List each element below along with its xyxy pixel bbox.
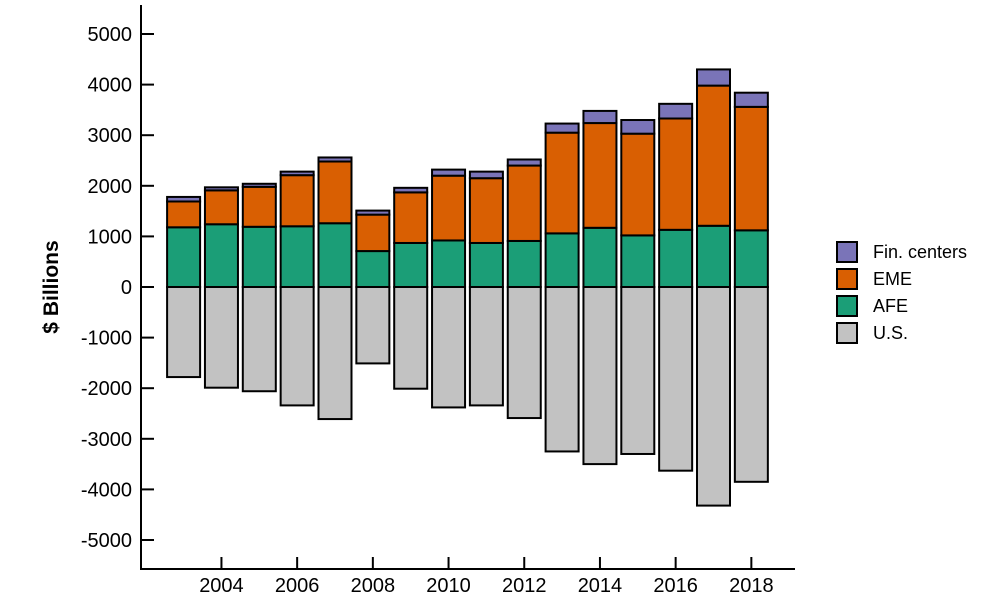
- legend-item: EME: [836, 268, 967, 290]
- bar-segment: [166, 200, 202, 229]
- bar-segment: [544, 131, 580, 235]
- y-tick-label: -2000: [81, 378, 132, 400]
- legend-item: U.S.: [836, 322, 967, 344]
- bar-segment: [166, 226, 202, 289]
- bar-segment: [203, 189, 239, 226]
- bar-segment: [733, 91, 769, 108]
- bar-segment: [317, 286, 353, 421]
- bar-segment: [733, 286, 769, 483]
- bar-segment: [468, 170, 504, 180]
- x-tick-label: 2004: [199, 575, 244, 597]
- bar-segment: [506, 239, 542, 288]
- bar-segment: [696, 286, 731, 507]
- y-tick-label: -3000: [81, 429, 132, 451]
- bar-segment: [733, 229, 769, 289]
- bar-segment: [279, 170, 315, 177]
- bar-segment: [279, 174, 315, 228]
- bar-segment: [468, 241, 504, 288]
- legend-swatch: [836, 241, 858, 263]
- legend-label: AFE: [873, 296, 909, 316]
- bar-segment: [696, 224, 731, 289]
- bar-segment: [658, 117, 694, 231]
- bar-segment: [431, 286, 467, 409]
- bar-segment: [582, 226, 618, 289]
- bar-segment: [620, 234, 656, 288]
- bar-segment: [582, 109, 618, 125]
- bar-segment: [203, 186, 239, 192]
- bar-segment: [166, 286, 202, 379]
- bar-segment: [279, 286, 315, 407]
- bar-segment: [203, 223, 239, 288]
- bar-segment: [203, 286, 239, 389]
- bar-segment: [620, 119, 656, 135]
- bar-segment: [431, 174, 467, 242]
- y-tick-label: -4000: [81, 479, 132, 501]
- bar-segment: [355, 286, 391, 365]
- x-tick-label: 2014: [578, 575, 623, 597]
- bar-segment: [431, 168, 467, 177]
- bar-segment: [317, 160, 353, 225]
- y-tick-label: 0: [121, 277, 132, 299]
- bar-segment: [506, 158, 542, 167]
- bar-segment: [393, 241, 429, 288]
- y-tick-label: 1000: [88, 226, 133, 248]
- bar-segment: [696, 68, 731, 87]
- x-tick-label: 2006: [275, 575, 320, 597]
- bar-segment: [241, 185, 277, 228]
- bar-segment: [241, 225, 277, 288]
- bar-segment: [468, 177, 504, 244]
- bar-segment: [393, 286, 429, 390]
- legend-item: Fin. centers: [836, 241, 967, 263]
- bar-segment: [393, 191, 429, 244]
- legend-label: U.S.: [873, 323, 909, 343]
- bar-segment: [696, 84, 731, 227]
- bar-segment: [279, 225, 315, 288]
- bar-segment: [620, 132, 656, 237]
- x-tick-label: 2018: [729, 575, 774, 597]
- bar-segment: [241, 182, 277, 188]
- y-tick-label: -1000: [81, 328, 132, 350]
- legend-swatch: [836, 268, 858, 290]
- bar-segment: [355, 209, 391, 216]
- x-tick-label: 2010: [426, 575, 471, 597]
- legend-label: Fin. centers: [873, 242, 968, 262]
- y-tick-label: 5000: [88, 24, 133, 46]
- legend-swatch: [836, 322, 858, 344]
- bar-segment: [468, 286, 504, 407]
- bar-segment: [317, 222, 353, 289]
- bar-segment: [658, 228, 694, 289]
- legend: Fin. centers EME AFE U.S.: [836, 241, 967, 349]
- x-tick-label: 2008: [351, 575, 396, 597]
- x-tick-label: 2016: [653, 575, 698, 597]
- x-tick-label: 2012: [502, 575, 547, 597]
- bar-segment: [544, 122, 580, 134]
- bar-segment: [658, 102, 694, 120]
- bar-segment: [582, 122, 618, 229]
- bar-segment: [393, 186, 429, 194]
- bar-segment: [355, 213, 391, 253]
- bar-segment: [544, 286, 580, 453]
- legend-label: EME: [873, 269, 913, 289]
- bar-segment: [166, 195, 202, 203]
- bar-segment: [431, 239, 467, 288]
- bar-segment: [658, 286, 694, 472]
- bar-segment: [506, 164, 542, 242]
- bar-segment: [506, 286, 542, 420]
- bar-segment: [620, 286, 656, 455]
- bar-segment: [241, 286, 277, 393]
- bar-segment: [544, 232, 580, 288]
- legend-swatch: [836, 295, 858, 317]
- y-axis-title: $ Billions: [40, 240, 63, 333]
- y-tick-label: -5000: [81, 530, 132, 552]
- y-tick-label: 4000: [88, 75, 133, 97]
- bar-segment: [582, 286, 618, 466]
- bar-segment: [355, 250, 391, 289]
- y-tick-label: 2000: [88, 176, 133, 198]
- bar-segment: [317, 156, 353, 163]
- bar-segment: [733, 105, 769, 232]
- legend-item: AFE: [836, 295, 967, 317]
- y-tick-label: 3000: [88, 125, 133, 147]
